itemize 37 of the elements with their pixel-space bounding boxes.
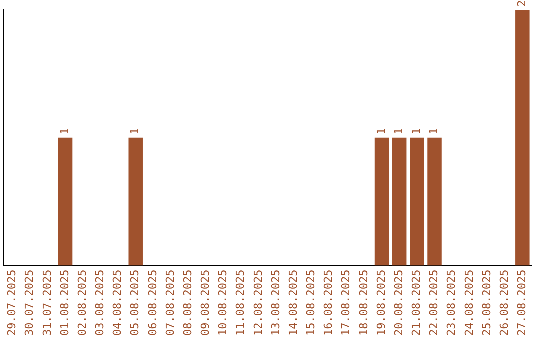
data-label: 1 [374,128,388,135]
x-tick-label: 09.08.2025 [199,270,212,336]
x-tick-label: 11.08.2025 [234,270,248,336]
x-tick-label: 16.08.2025 [322,270,336,336]
x-tick-label: 06.08.2025 [146,270,160,336]
data-label: 1 [410,128,424,135]
data-label: 2 [516,0,529,7]
x-tick-label: 20.08.2025 [392,270,406,336]
x-tick-label: 15.08.2025 [304,270,318,336]
data-label: 1 [128,128,142,135]
x-tick-label: 03.08.2025 [94,270,107,336]
x-tick-label: 12.08.2025 [252,270,265,336]
x-tick-label: 01.08.2025 [58,270,72,336]
data-label: 1 [58,128,72,135]
x-tick-label: 21.08.2025 [410,270,424,336]
x-tick-label: 30.07.2025 [23,270,36,336]
x-tick-label: 04.08.2025 [111,270,124,336]
x-tick-label: 18.08.2025 [357,270,370,336]
x-tick-label: 02.08.2025 [76,270,89,336]
x-tick-label: 10.08.2025 [216,270,230,336]
x-tick-label: 08.08.2025 [181,270,194,336]
x-tick-label: 22.08.2025 [428,270,441,336]
x-tick-label: 29.07.2025 [6,270,19,336]
data-label: 1 [428,128,441,135]
x-tick-label: 31.07.2025 [40,270,54,336]
x-tick-label: 26.08.2025 [498,270,511,336]
x-tick-label: 25.08.2025 [480,270,494,336]
x-tick-label: 19.08.2025 [374,270,388,336]
x-tick-label: 14.08.2025 [286,270,300,336]
x-tick-label: 17.08.2025 [340,270,353,336]
x-tick-label: 05.08.2025 [128,270,142,336]
x-tick-label: 24.08.2025 [462,270,476,336]
x-tick-label: 13.08.2025 [269,270,282,336]
data-label: 1 [392,128,406,135]
x-tick-label: 23.08.2025 [445,270,458,336]
x-tick-label: 27.08.2025 [516,270,529,336]
x-tick-label: 07.08.2025 [164,270,177,336]
